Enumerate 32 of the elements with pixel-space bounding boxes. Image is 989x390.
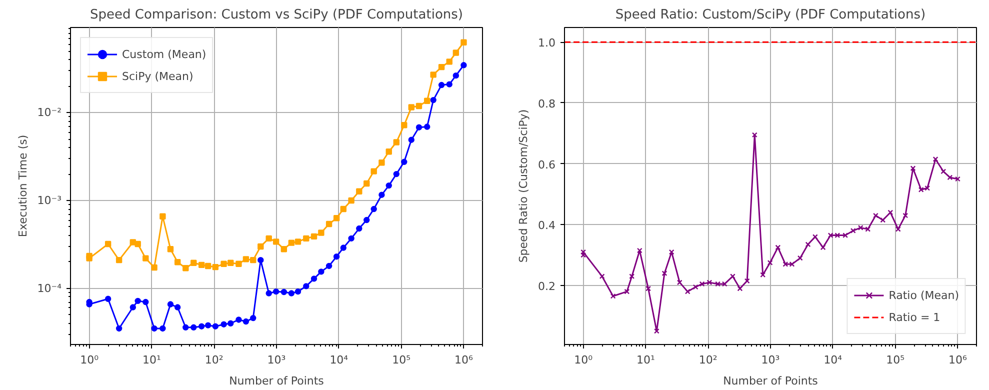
x-tick-label: 10⁶	[948, 354, 968, 366]
legend-label: Custom (Mean)	[122, 48, 206, 60]
y-tick-label: 0.6	[538, 158, 556, 172]
y-tick-label: 1.0	[538, 36, 556, 50]
y-tick-label: 10⁻³	[37, 194, 62, 208]
x-tick-label: 10¹	[636, 354, 655, 366]
legend-label: SciPy (Mean)	[122, 70, 194, 82]
x-tick-label: 10³	[267, 354, 286, 366]
chart-title: Speed Comparison: Custom vs SciPy (PDF Computations)	[90, 8, 463, 22]
legend-label: Ratio (Mean)	[888, 288, 959, 302]
x-tick-label: 10¹	[142, 354, 161, 366]
x-tick-label: 10⁰	[80, 354, 100, 366]
x-tick-label: 10²	[204, 354, 224, 366]
y-tick-label: 0.8	[538, 97, 556, 110]
x-tick-label: 10⁶	[454, 354, 474, 366]
x-axis-title: Number of Points	[723, 374, 818, 388]
legend-label: Ratio = 1	[888, 310, 940, 324]
y-axis-title: Speed Ratio (Custom/SciPy)	[517, 109, 530, 263]
x-tick-label: 10⁵	[886, 354, 905, 366]
x-tick-label: 10⁰	[574, 354, 594, 366]
x-tick-label: 10²	[698, 354, 718, 366]
y-tick-label: 10⁻²	[37, 106, 62, 120]
x-axis-title: Number of Points	[229, 374, 324, 388]
y-tick-label: 10⁻⁴	[37, 282, 62, 295]
x-tick-label: 10³	[761, 354, 780, 366]
x-tick-label: 10⁴	[330, 354, 349, 366]
y-tick-label: 0.2	[538, 280, 556, 293]
y-axis-title: Execution Time (s)	[16, 134, 30, 238]
x-tick-label: 10⁴	[824, 354, 843, 366]
chart-title: Speed Ratio: Custom/SciPy (PDF Computations)	[615, 8, 926, 22]
y-tick-label: 0.4	[538, 219, 556, 232]
x-tick-label: 10⁵	[392, 354, 411, 366]
